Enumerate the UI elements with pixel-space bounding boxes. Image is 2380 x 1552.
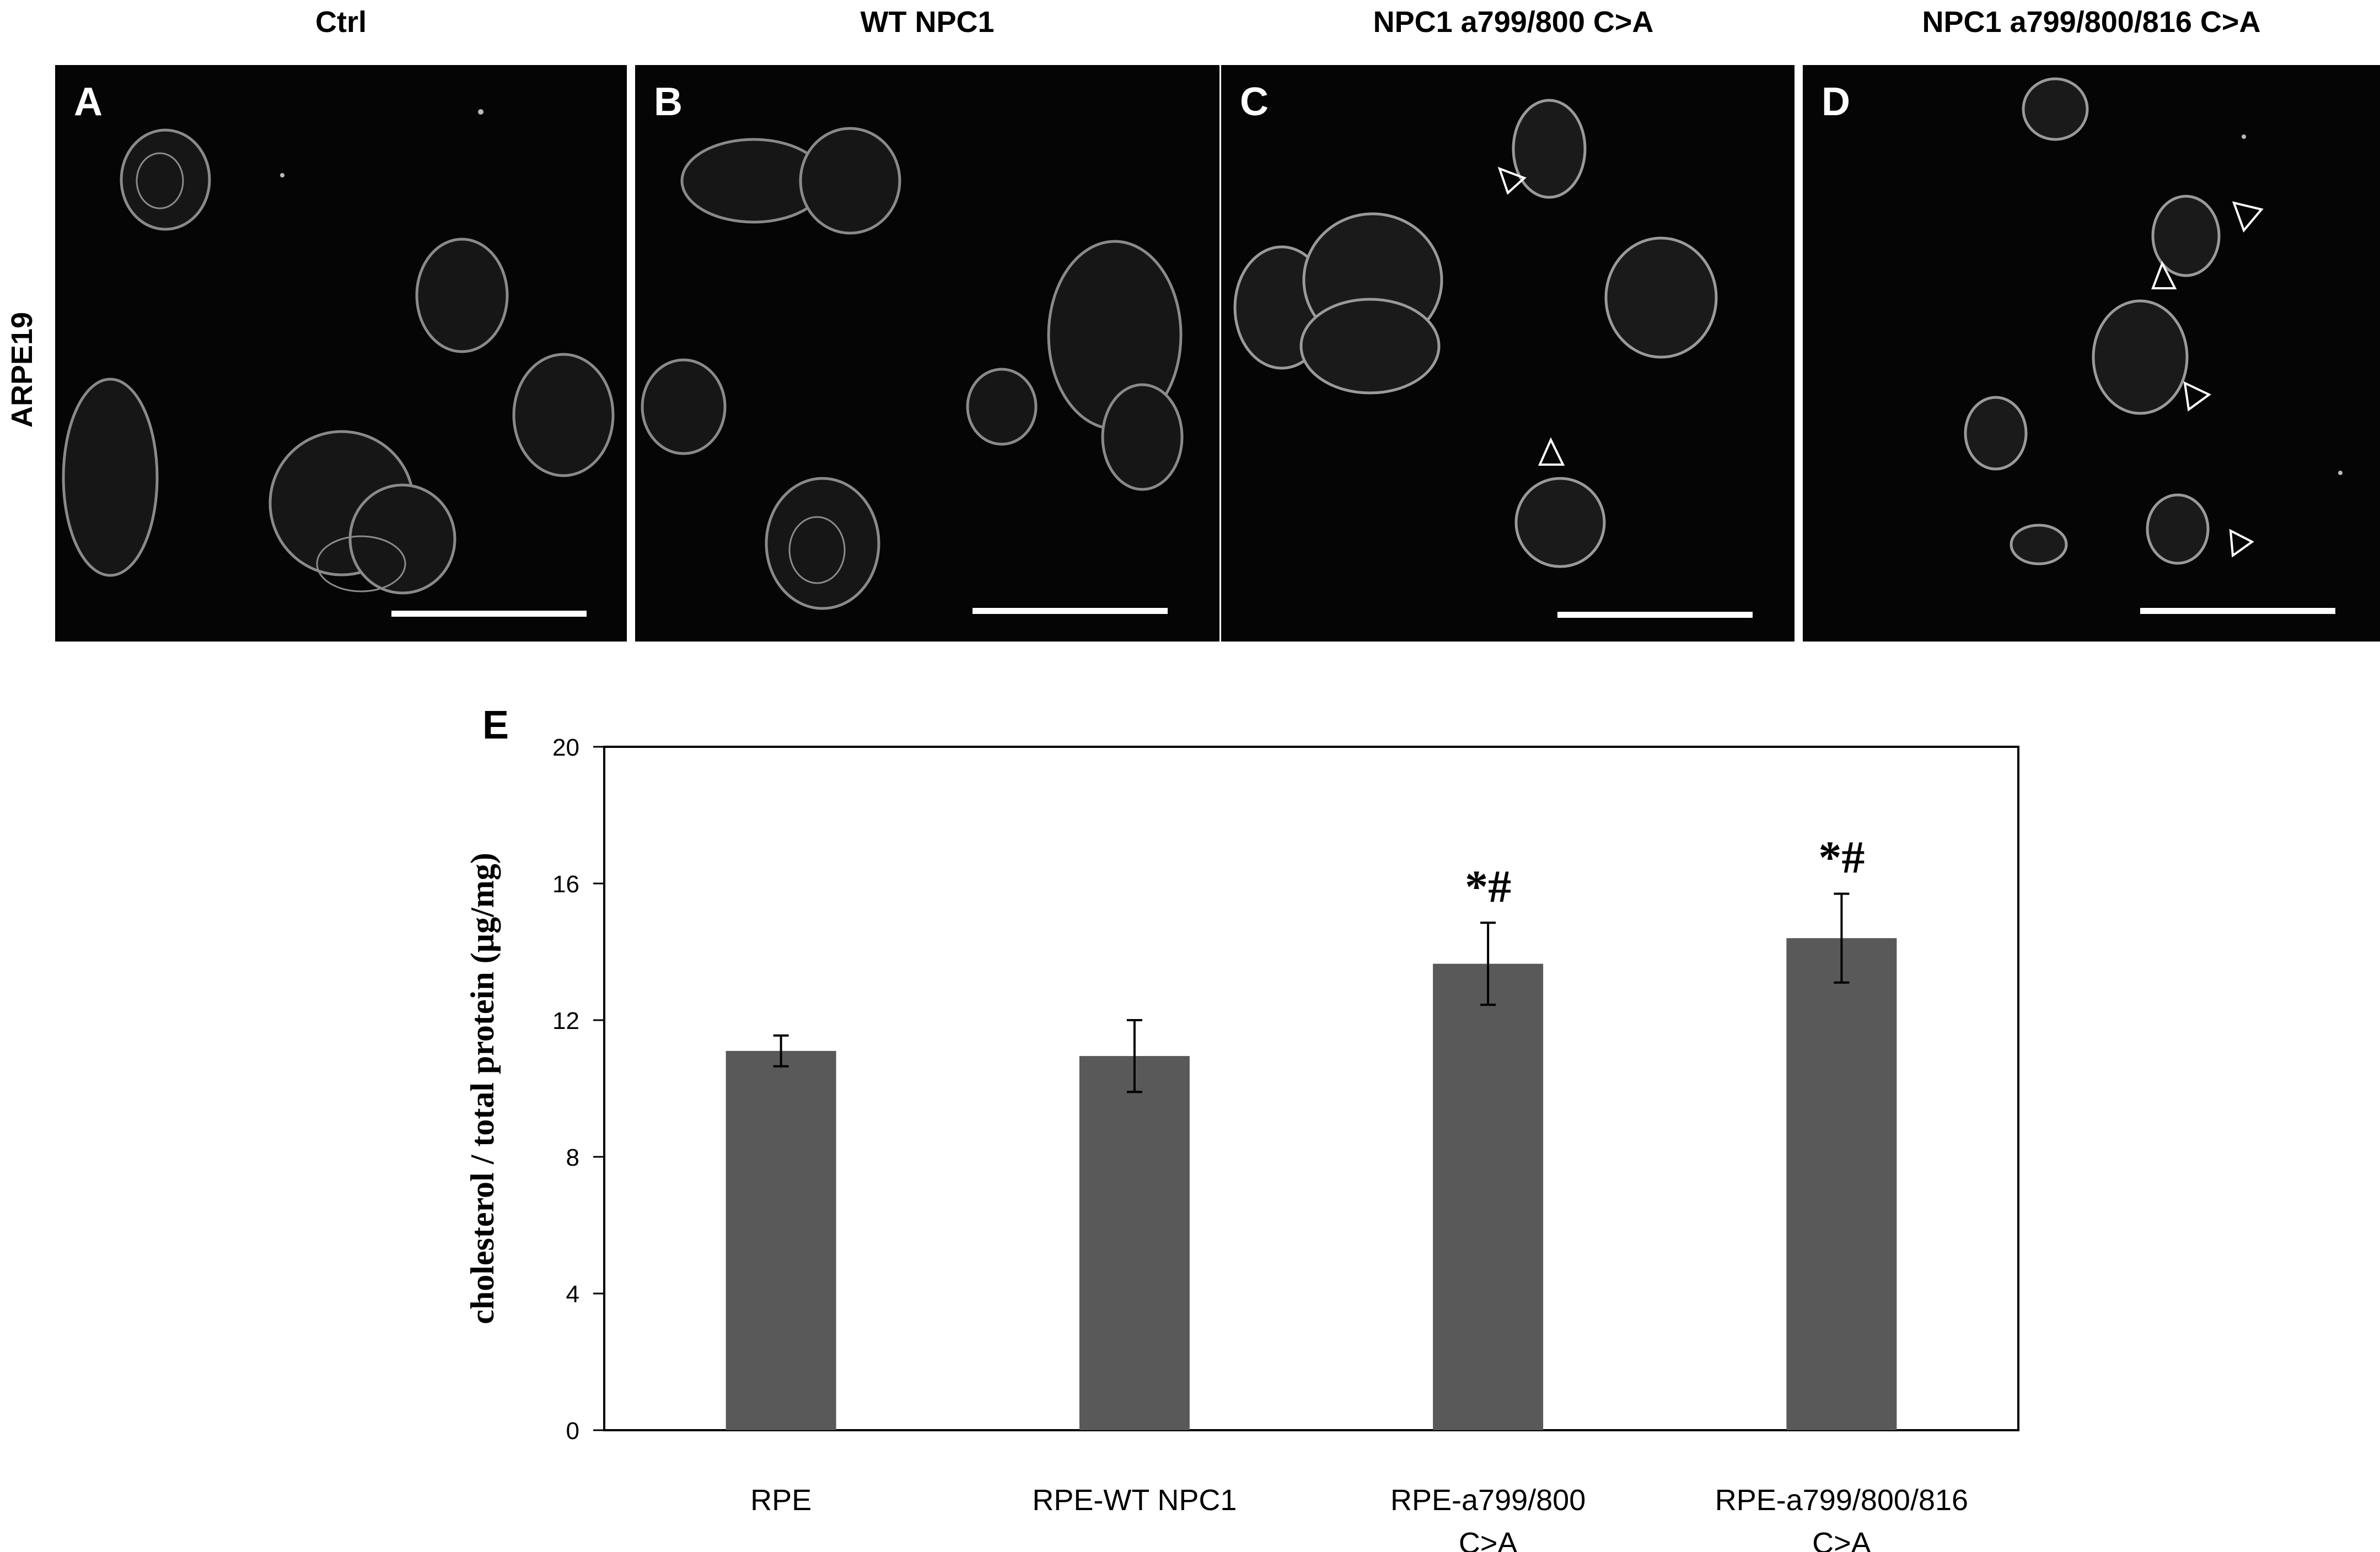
microscopy-panel-b: B: [635, 65, 1219, 642]
x-category-label: RPE-a799/800: [1390, 1484, 1586, 1517]
scale-bar: [1557, 612, 1753, 618]
y-axis-label: cholesterol / total protein (µg/mg): [464, 853, 501, 1324]
x-category-label: C>A: [1812, 1527, 1871, 1552]
panel-letter-d: D: [1822, 80, 1850, 124]
panel-letter-a: A: [74, 80, 103, 124]
y-tick-label: 0: [566, 1418, 579, 1445]
cell-image-d: [1964, 77, 2343, 565]
microscopy-panel-d: D: [1803, 65, 2380, 642]
scale-bar: [973, 608, 1168, 614]
x-category-label: RPE-a799/800/816: [1715, 1484, 1968, 1517]
y-tick-label: 12: [552, 1007, 579, 1034]
bar: [726, 1050, 836, 1430]
bar: [1786, 938, 1897, 1430]
y-tick-label: 16: [552, 871, 579, 898]
x-axis-labels: RPE RPE-WT NPC1 RPE-a799/800 C>A RPE-a799/80…: [750, 1484, 1968, 1552]
panel-letter-e: E: [482, 703, 509, 747]
cell-image-b: [641, 127, 1184, 610]
scale-bar: [391, 611, 587, 617]
microscopy-panel-c: C: [1221, 65, 1795, 642]
y-tick-label: 8: [566, 1144, 579, 1171]
y-tick-label: 20: [552, 734, 579, 761]
significance-label: *#: [1818, 832, 1865, 883]
panel-d-title: NPC1 a799/800/816 C>A: [1922, 6, 2261, 39]
bar: [1079, 1056, 1190, 1430]
x-category-label: C>A: [1459, 1527, 1518, 1552]
panel-a-title: Ctrl: [315, 6, 367, 39]
cell-image-c: [1233, 99, 1718, 568]
bar: [1433, 963, 1544, 1430]
significance-label: *#: [1465, 861, 1511, 912]
panel-letter-b: B: [654, 80, 683, 124]
panel-c-title: NPC1 a799/800 C>A: [1373, 6, 1654, 39]
plot-area: [603, 746, 2019, 1431]
x-category-label: RPE: [750, 1484, 812, 1517]
microscopy-panel-a: A: [55, 65, 627, 642]
cell-image-a: [62, 109, 615, 595]
bars-group: *# *#: [726, 832, 1897, 1430]
y-axis: 0 4 8 12 16 20: [552, 734, 604, 1445]
y-tick-label: 4: [566, 1281, 579, 1308]
scale-bar: [2140, 608, 2335, 614]
x-category-label: RPE-WT NPC1: [1032, 1484, 1237, 1517]
panel-letter-c: C: [1240, 80, 1269, 124]
panel-b-title: WT NPC1: [860, 6, 995, 39]
